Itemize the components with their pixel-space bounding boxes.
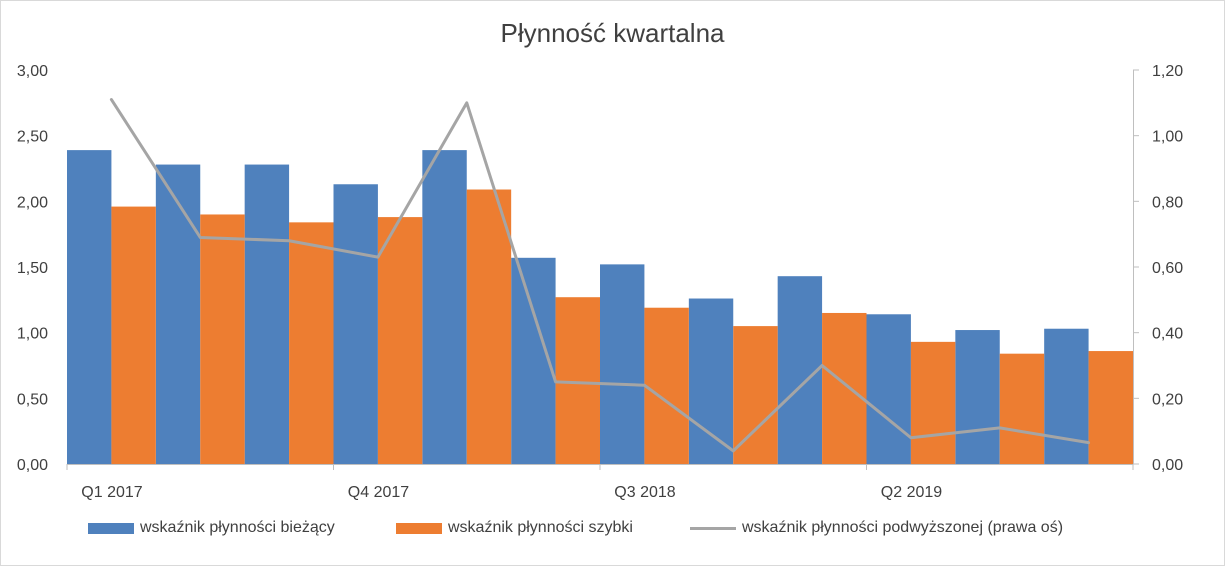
right-tick-label: 1,20 bbox=[1152, 63, 1183, 80]
left-tick-label: 2,50 bbox=[17, 129, 48, 146]
bar-quick-10 bbox=[910, 341, 956, 464]
chart-title: Płynność kwartalna bbox=[500, 18, 725, 48]
bar-current-10 bbox=[866, 314, 911, 464]
bar-current-7 bbox=[600, 264, 645, 464]
bar-quick-12 bbox=[1088, 351, 1133, 464]
legend: wskaźnik płynności bieżący wskaźnik płyn… bbox=[0, 516, 1225, 540]
bar-quick-1 bbox=[111, 206, 156, 464]
legend-label-current: wskaźnik płynności bieżący bbox=[140, 519, 335, 536]
left-tick-label: 1,50 bbox=[17, 260, 48, 277]
right-tick-label: 0,60 bbox=[1152, 260, 1183, 277]
line-cash-ratio bbox=[109, 98, 1091, 453]
bar-current-5 bbox=[422, 150, 467, 464]
right-tick-label: 0,40 bbox=[1152, 326, 1183, 343]
bar-quick-9 bbox=[822, 312, 867, 464]
legend-line-cash bbox=[690, 526, 736, 530]
legend-item-quick: wskaźnik płynności szybki bbox=[396, 516, 633, 540]
bar-quick-11 bbox=[999, 353, 1045, 464]
right-tick-label: 0,80 bbox=[1152, 194, 1183, 211]
right-tick-label: 0,20 bbox=[1152, 391, 1183, 408]
bar-current-8 bbox=[688, 298, 734, 464]
x-tick-label: Q1 2017 bbox=[81, 484, 142, 501]
x-tick-label: Q2 2019 bbox=[881, 484, 942, 501]
legend-swatch-current bbox=[88, 522, 134, 534]
left-tick-label: 2,00 bbox=[17, 194, 48, 211]
legend-item-current: wskaźnik płynności bieżący bbox=[88, 516, 335, 540]
bar-quick-8 bbox=[733, 326, 778, 464]
bar-quick-4 bbox=[377, 217, 423, 464]
legend-item-cash: wskaźnik płynności podwyższonej (prawa o… bbox=[690, 516, 1063, 540]
legend-label-quick: wskaźnik płynności szybki bbox=[448, 519, 633, 536]
left-tick-label: 1,00 bbox=[17, 326, 48, 343]
bar-current-11 bbox=[955, 330, 1000, 464]
left-tick-label: 3,00 bbox=[17, 63, 48, 80]
bar-quick-2 bbox=[200, 214, 245, 464]
legend-label-cash: wskaźnik płynności podwyższonej (prawa o… bbox=[742, 519, 1064, 536]
bar-current-2 bbox=[155, 164, 201, 464]
right-tick-label: 0,00 bbox=[1152, 457, 1183, 474]
bar-quick-7 bbox=[644, 307, 689, 464]
bar-current-1 bbox=[67, 150, 112, 464]
legend-swatch-quick bbox=[396, 522, 442, 534]
x-tick-label: Q3 2018 bbox=[614, 484, 675, 501]
bar-quick-6 bbox=[555, 297, 600, 464]
bar-current-9 bbox=[777, 276, 823, 464]
x-tick-label: Q4 2017 bbox=[348, 484, 409, 501]
right-tick-label: 1,00 bbox=[1152, 129, 1183, 146]
bar-quick-5 bbox=[466, 189, 512, 464]
left-tick-label: 0,00 bbox=[17, 457, 48, 474]
bar-current-12 bbox=[1044, 328, 1089, 464]
bar-current-3 bbox=[244, 164, 290, 464]
bar-current-4 bbox=[333, 184, 378, 464]
bar-quick-3 bbox=[289, 222, 334, 464]
left-tick-label: 0,50 bbox=[17, 391, 48, 408]
